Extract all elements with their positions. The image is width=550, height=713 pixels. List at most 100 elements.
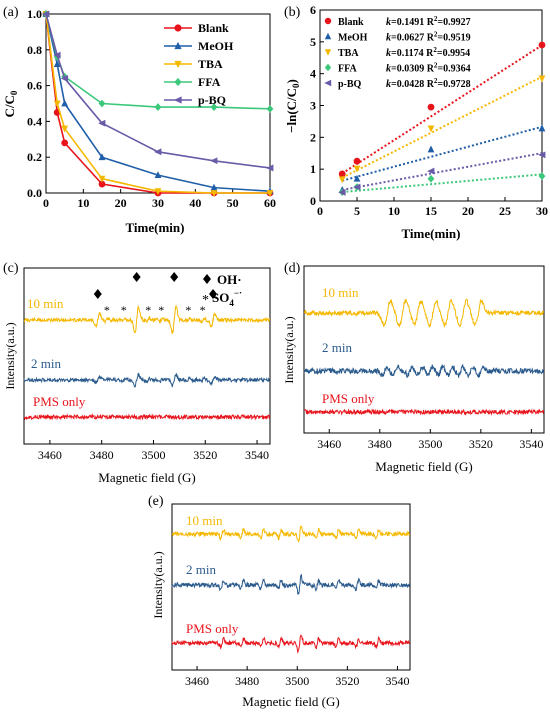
x-tick-label: 3460 [38, 448, 62, 462]
x-tick-label: 3500 [141, 448, 165, 462]
series-label-10min: 10 min [186, 513, 223, 528]
data-point-Blank [353, 157, 361, 165]
x-tick-label: 3480 [368, 437, 392, 451]
x-tick-label: 15 [425, 204, 437, 218]
legend-label-Blank: Blank [338, 17, 364, 28]
series-label-pms-only: PMS only [186, 621, 239, 636]
x-tick-label: 3460 [185, 674, 209, 688]
r2-value: =0.9519 [437, 33, 470, 44]
so4-peak-marker: * [145, 303, 151, 317]
y-tick-label: 0.0 [27, 186, 42, 200]
data-point-MeOH [427, 145, 435, 153]
legend-k-TBA: k=0.1174 R2=0.9954 [386, 46, 470, 59]
spectrum-pms-only [23, 413, 271, 421]
series-line-p-BQ [45, 13, 271, 169]
spectrum-10min [171, 525, 411, 543]
x-tick-label: 3540 [385, 674, 409, 688]
x-tick-label: 50 [227, 196, 239, 210]
legend-oh: OH· [217, 272, 242, 287]
x-tick-label: 3520 [469, 437, 493, 451]
x-tick-label: 40 [189, 196, 201, 210]
data-point-Blank [427, 103, 435, 111]
chart-d-frame [303, 265, 545, 434]
x-tick-label: 20 [462, 204, 474, 218]
r2-superscript: 2 [434, 77, 438, 85]
data-point-TBA [154, 188, 162, 196]
chart-e-frame [171, 503, 411, 671]
asterisk-icon: * [202, 293, 209, 308]
panel-label-d: (d) [284, 261, 301, 276]
y-tick-label: 6 [310, 3, 316, 17]
data-point-FFA [98, 99, 106, 108]
k-value: =0.1174 R [391, 48, 434, 59]
data-point-p-BQ [427, 167, 435, 175]
chart-b-ylabel-end: ) [284, 79, 299, 83]
data-point-MeOH [53, 60, 61, 68]
panel-label-b: (b) [284, 5, 301, 20]
series-line-MeOH [45, 13, 271, 193]
spectrum-2min [171, 573, 411, 595]
r2-value: =0.9364 [437, 64, 470, 75]
oh-peak-marker [93, 289, 102, 299]
chart-c-xlabel: Magnetic field (G) [98, 470, 195, 485]
x-tick-label: 60 [264, 196, 276, 210]
k-symbol: k [386, 33, 391, 44]
chart-e-xlabel: Magnetic field (G) [242, 694, 339, 709]
data-point-p-BQ [338, 189, 346, 196]
series-label-2min: 2 min [186, 562, 216, 577]
data-point-p-BQ [60, 75, 69, 82]
r2-value: =0.9954 [437, 48, 470, 59]
spectrum-2min [303, 364, 545, 379]
so4-peak-marker: * [185, 303, 191, 317]
data-point-TBA [338, 176, 346, 184]
x-tick-label: 3500 [285, 674, 309, 688]
data-point-p-BQ [53, 51, 61, 59]
legend-k-FFA: k=0.0309 R2=0.9364 [386, 62, 471, 75]
legend-marker-Blank [324, 17, 332, 25]
legend-marker-p-BQ [173, 96, 182, 104]
fit-line-FFA [342, 173, 543, 194]
legend-so4-main: SO [212, 290, 229, 305]
legend-k-p-BQ: k=0.0428 R2=0.9728 [386, 77, 471, 90]
series-label-10min: 10 min [27, 296, 64, 311]
k-value: =0.1491 R [391, 17, 435, 28]
chart-a-ylabel-sub: 0 [9, 90, 19, 95]
x-tick-label: 3480 [90, 448, 114, 462]
series-label-pms-only: PMS only [33, 394, 86, 409]
spectrum-10min [303, 298, 545, 328]
chart-e-ticks: 3460 3480 3500 3520 3540 [185, 666, 409, 688]
k-symbol: k [386, 48, 391, 59]
legend-label-MeOH: MeOH [198, 39, 234, 53]
legend-so4-sup: −· [234, 288, 242, 298]
legend-k-MeOH: k=0.0627 R2=0.9519 [386, 31, 471, 44]
chart-d-series: 10 min 2 min PMS only [303, 285, 545, 416]
data-point-p-BQ [210, 157, 218, 165]
data-point-MeOH [61, 99, 69, 107]
data-point-FFA [538, 172, 546, 181]
y-tick-label: 0.2 [27, 150, 42, 164]
fit-line-p-BQ [342, 152, 543, 191]
chart-a: 0 10 20 30 40 50 60 0.0 0.2 0.4 0.6 0.8 1.0 Time(min… [2, 7, 276, 235]
so4-peak-marker: * [158, 303, 164, 317]
x-tick-label: 3480 [235, 674, 259, 688]
x-tick-label: 20 [115, 196, 127, 210]
chart-c-ylabel: Intensity(a.u.) [3, 322, 17, 389]
oh-peak-marker [170, 272, 179, 282]
y-tick-label: 0.4 [27, 114, 42, 128]
data-point-FFA [154, 103, 162, 111]
legend-label-FFA: FFA [338, 64, 357, 75]
data-point-MeOH [538, 124, 546, 132]
r2-superscript: 2 [434, 62, 438, 70]
k-value: =0.0428 R [391, 79, 435, 90]
chart-a-xlabel: Time(min) [126, 220, 185, 235]
r2-value: =0.9728 [437, 79, 470, 90]
legend-marker-FFA [324, 63, 332, 72]
chart-c-peak-markers: * * * * * * [93, 272, 218, 317]
data-point-MeOH [353, 174, 361, 182]
k-symbol: k [386, 64, 391, 75]
data-point-TBA [353, 165, 361, 173]
k-value: =0.0309 R [391, 64, 435, 75]
